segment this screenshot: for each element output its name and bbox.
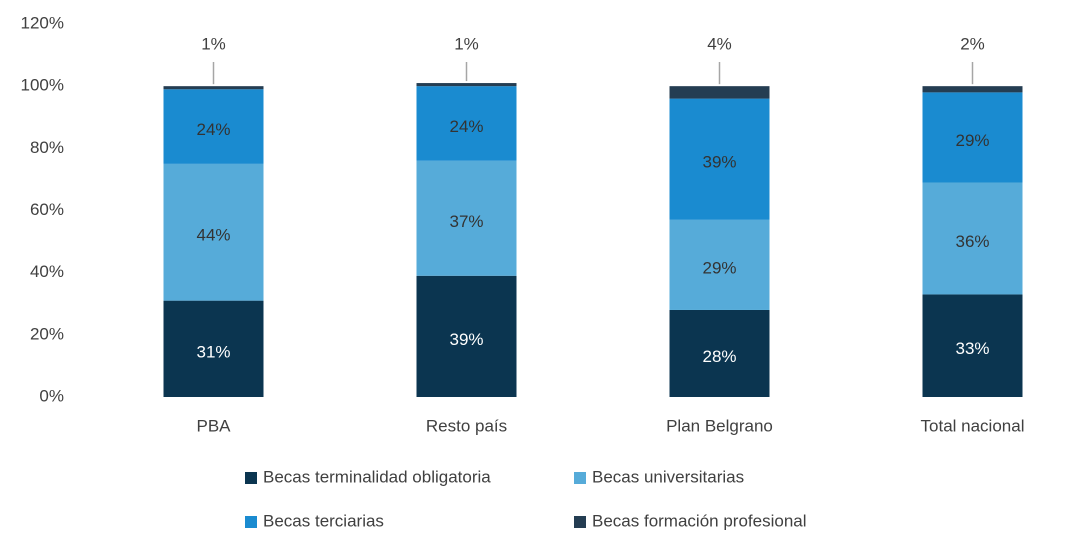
x-tick-label: PBA xyxy=(196,416,231,435)
y-tick-label: 40% xyxy=(30,262,64,281)
bar-segment xyxy=(416,83,517,87)
bar-segment xyxy=(163,300,264,397)
y-tick-label: 20% xyxy=(30,324,64,343)
legend-label: Becas formación profesional xyxy=(592,511,807,530)
legend-label: Becas terciarias xyxy=(263,511,384,530)
data-label: 1% xyxy=(201,34,226,53)
data-label: 44% xyxy=(196,226,230,245)
legend-swatch xyxy=(245,472,257,484)
data-label: 29% xyxy=(955,131,989,150)
y-tick-label: 0% xyxy=(39,386,64,405)
data-label: 31% xyxy=(196,342,230,361)
bar-segment xyxy=(416,275,517,397)
bar-segment xyxy=(922,294,1023,397)
bar-segment xyxy=(163,89,264,164)
data-label: 39% xyxy=(449,330,483,349)
y-tick-label: 80% xyxy=(30,138,64,157)
x-tick-label: Plan Belgrano xyxy=(666,416,773,435)
legend-label: Becas terminalidad obligatoria xyxy=(263,467,491,486)
bar-segment xyxy=(163,86,264,90)
data-label: 1% xyxy=(454,34,479,53)
data-label: 4% xyxy=(707,34,732,53)
legend-swatch xyxy=(574,472,586,484)
data-label: 36% xyxy=(955,232,989,251)
y-tick-label: 120% xyxy=(21,13,64,32)
data-label: 24% xyxy=(196,120,230,139)
data-label: 33% xyxy=(955,339,989,358)
bar-segment xyxy=(922,92,1023,183)
bar-segment xyxy=(922,86,1023,93)
bar-segment xyxy=(163,163,264,301)
data-label: 37% xyxy=(449,212,483,231)
y-tick-label: 60% xyxy=(30,200,64,219)
data-label: 24% xyxy=(449,117,483,136)
legend-swatch xyxy=(574,516,586,528)
legend-swatch xyxy=(245,516,257,528)
legend-label: Becas universitarias xyxy=(592,467,744,486)
bar-segment xyxy=(922,182,1023,295)
bar-segment xyxy=(669,86,770,99)
data-label: 29% xyxy=(702,258,736,277)
data-label: 2% xyxy=(960,34,985,53)
data-label: 28% xyxy=(702,347,736,366)
bar-segment xyxy=(416,160,517,276)
bar-segment xyxy=(416,86,517,161)
bar-segment xyxy=(669,98,770,220)
data-label: 39% xyxy=(702,153,736,172)
bar-segment xyxy=(669,219,770,310)
y-tick-label: 100% xyxy=(21,76,64,95)
x-tick-label: Resto país xyxy=(426,416,507,435)
x-tick-label: Total nacional xyxy=(921,416,1025,435)
bar-segment xyxy=(669,309,770,397)
